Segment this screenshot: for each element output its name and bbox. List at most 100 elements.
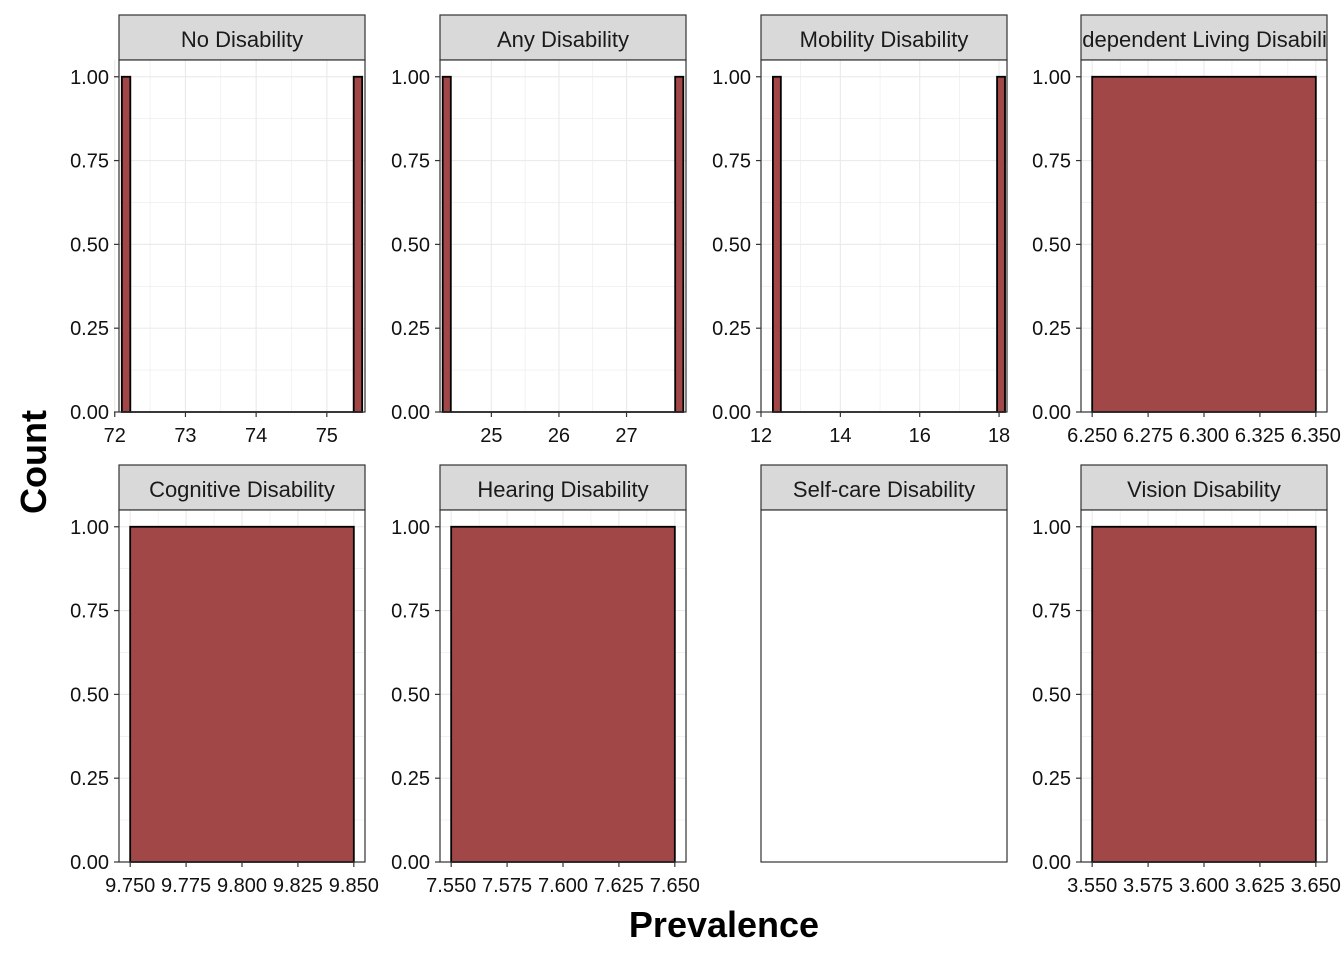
y-tick-label: 0.50 bbox=[1032, 234, 1071, 256]
x-tick-label: 6.300 bbox=[1179, 425, 1229, 447]
x-tick-label: 7.575 bbox=[482, 875, 532, 897]
y-axis-title: Count bbox=[13, 410, 54, 514]
x-tick-label: 7.600 bbox=[538, 875, 588, 897]
histogram-bar bbox=[772, 75, 782, 413]
y-tick-label: 0.00 bbox=[70, 402, 109, 424]
facet-panel: No Disability 0.00 0.25 0.50 0.75 1.00 72 73 74 7… bbox=[70, 14, 366, 447]
histogram-bar bbox=[120, 75, 132, 413]
y-tick-label: 1.00 bbox=[391, 67, 430, 89]
facet-strip bbox=[760, 464, 1008, 511]
facet-strip bbox=[760, 14, 1008, 61]
y-tick-label: 0.25 bbox=[1032, 318, 1071, 340]
facet-strip bbox=[118, 14, 366, 61]
y-tick-label: 0.00 bbox=[1032, 852, 1071, 874]
y-tick-label: 0.25 bbox=[391, 318, 430, 340]
y-tick-label: 0.25 bbox=[1032, 768, 1071, 790]
facet-title: Independent Living Disability bbox=[1064, 27, 1344, 52]
x-tick-label: 25 bbox=[480, 425, 502, 447]
facet-panel: Hearing Disability 0.00 0.25 0.50 0.75 1.00 7.… bbox=[391, 464, 700, 897]
plot-panel-border bbox=[118, 509, 366, 863]
x-tick-label: 14 bbox=[829, 425, 851, 447]
x-tick-label: 26 bbox=[548, 425, 570, 447]
x-tick-label: 3.650 bbox=[1291, 875, 1341, 897]
facet-title: Hearing Disability bbox=[477, 477, 648, 502]
facet-panels: No Disability 0.00 0.25 0.50 0.75 1.00 72 73 74 7… bbox=[70, 14, 1344, 897]
y-tick-label: 0.25 bbox=[70, 768, 109, 790]
x-tick-label: 6.250 bbox=[1067, 425, 1117, 447]
x-tick-label: 3.600 bbox=[1179, 875, 1229, 897]
y-tick-label: 0.25 bbox=[391, 768, 430, 790]
plot-panel-border bbox=[118, 59, 366, 413]
plot-panel-background bbox=[761, 510, 1007, 862]
y-tick-label: 1.00 bbox=[1032, 517, 1071, 539]
x-tick-label: 9.850 bbox=[329, 875, 379, 897]
y-tick-label: 0.75 bbox=[1032, 601, 1071, 623]
x-tick-label: 3.575 bbox=[1123, 875, 1173, 897]
x-tick-label: 6.275 bbox=[1123, 425, 1173, 447]
facet-title: Self-care Disability bbox=[793, 477, 975, 502]
x-tick-label: 16 bbox=[909, 425, 931, 447]
grid-lines bbox=[114, 60, 365, 413]
plot-panel-background bbox=[440, 60, 686, 412]
x-tick-label: 9.750 bbox=[105, 875, 155, 897]
y-tick-label: 1.00 bbox=[712, 67, 751, 89]
facet-panel: Mobility Disability 0.00 0.25 0.50 0.75 1.00 1… bbox=[712, 14, 1010, 447]
plot-panel-border bbox=[760, 509, 1008, 863]
histogram-bar bbox=[441, 75, 452, 413]
y-tick-label: 0.75 bbox=[70, 601, 109, 623]
plot-panel-background bbox=[119, 60, 365, 412]
y-tick-label: 0.00 bbox=[391, 852, 430, 874]
x-tick-label: 3.550 bbox=[1067, 875, 1117, 897]
y-tick-label: 0.00 bbox=[1032, 402, 1071, 424]
histogram-bar bbox=[1091, 525, 1317, 863]
facet-strip bbox=[439, 14, 687, 61]
x-tick-label: 27 bbox=[615, 425, 637, 447]
histogram-bar bbox=[1091, 75, 1317, 413]
x-tick-label: 9.825 bbox=[273, 875, 323, 897]
x-tick-label: 6.350 bbox=[1291, 425, 1341, 447]
facet-title: Cognitive Disability bbox=[149, 477, 335, 502]
facet-strip bbox=[1080, 14, 1328, 61]
y-tick-label: 1.00 bbox=[70, 517, 109, 539]
facet-title: No Disability bbox=[181, 27, 303, 52]
facet-panel: Independent Living Disability 0.00 0.25 0.5… bbox=[1032, 14, 1344, 447]
x-tick-label: 12 bbox=[750, 425, 772, 447]
x-tick-label: 74 bbox=[245, 425, 267, 447]
y-tick-label: 0.50 bbox=[391, 684, 430, 706]
facet-title: Mobility Disability bbox=[800, 27, 969, 52]
facet-title: Vision Disability bbox=[1127, 477, 1281, 502]
facet-panel: Vision Disability 0.00 0.25 0.50 0.75 1.00 3.5… bbox=[1032, 464, 1341, 897]
histogram-bar bbox=[129, 525, 355, 863]
y-tick-label: 1.00 bbox=[70, 67, 109, 89]
y-tick-label: 0.75 bbox=[391, 601, 430, 623]
x-tick-label: 72 bbox=[104, 425, 126, 447]
facet-strip bbox=[1080, 464, 1328, 511]
histogram-bar bbox=[674, 75, 685, 413]
y-tick-label: 0.50 bbox=[391, 234, 430, 256]
histogram-bar bbox=[996, 75, 1006, 413]
y-tick-label: 0.00 bbox=[70, 852, 109, 874]
x-tick-label: 18 bbox=[988, 425, 1010, 447]
x-tick-label: 6.325 bbox=[1235, 425, 1285, 447]
x-axis-title: Prevalence bbox=[629, 904, 819, 945]
plot-panel-background bbox=[761, 60, 1007, 412]
plot-panel-border bbox=[1080, 59, 1328, 413]
x-tick-label: 9.800 bbox=[217, 875, 267, 897]
y-tick-label: 0.50 bbox=[70, 234, 109, 256]
y-tick-label: 0.75 bbox=[70, 151, 109, 173]
facet-panel: Any Disability 0.00 0.25 0.50 0.75 1.00 25 26 27 bbox=[391, 14, 687, 447]
x-tick-label: 7.650 bbox=[650, 875, 700, 897]
x-tick-label: 7.625 bbox=[594, 875, 644, 897]
x-tick-label: 73 bbox=[174, 425, 196, 447]
y-tick-label: 0.75 bbox=[1032, 151, 1071, 173]
plot-panel-border bbox=[760, 59, 1008, 413]
y-tick-label: 0.50 bbox=[1032, 684, 1071, 706]
facet-panel: Cognitive Disability 0.00 0.25 0.50 0.75 1.00… bbox=[70, 464, 379, 897]
y-tick-label: 1.00 bbox=[391, 517, 430, 539]
y-tick-label: 0.00 bbox=[391, 402, 430, 424]
y-tick-label: 0.75 bbox=[712, 151, 751, 173]
y-tick-label: 0.50 bbox=[70, 684, 109, 706]
y-tick-label: 1.00 bbox=[1032, 67, 1071, 89]
plot-panel-border bbox=[439, 509, 687, 863]
